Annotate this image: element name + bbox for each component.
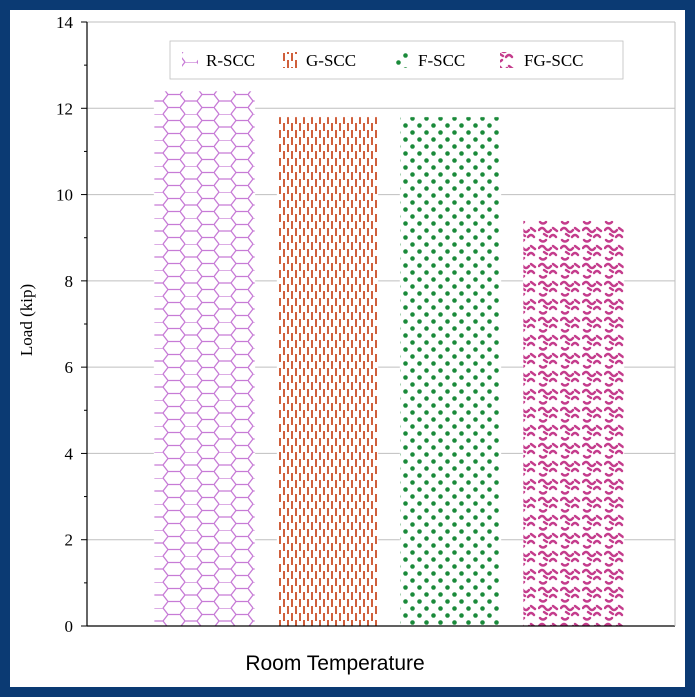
y-axis-label: Load (kip) bbox=[17, 284, 36, 356]
x-axis-label: Room Temperature bbox=[245, 652, 424, 675]
bar-f-scc bbox=[399, 116, 502, 627]
y-tick-label: 8 bbox=[65, 272, 74, 291]
y-tick-label: 2 bbox=[65, 531, 74, 550]
legend-label-g-scc: G-SCC bbox=[306, 51, 356, 70]
y-tick-label: 10 bbox=[56, 186, 73, 205]
chart-frame: 0 2 4 6 8 10 12 14 Load (kip) Room Temperature … bbox=[10, 10, 685, 687]
y-tick-label: 0 bbox=[65, 617, 74, 636]
y-tick-label: 4 bbox=[65, 444, 74, 463]
y-tick-label: 6 bbox=[65, 358, 74, 377]
legend-swatch-g-scc bbox=[282, 52, 298, 68]
y-tick-label: 12 bbox=[56, 99, 73, 118]
legend-label-r-scc: R-SCC bbox=[206, 51, 255, 70]
legend-swatch-f-scc bbox=[394, 52, 410, 68]
legend-swatch-r-scc bbox=[182, 52, 198, 68]
y-tick-labels: 0 2 4 6 8 10 12 14 bbox=[56, 13, 74, 636]
legend-label-f-scc: F-SCC bbox=[418, 51, 465, 70]
legend-swatch-fg-scc bbox=[500, 52, 516, 68]
legend: R-SCC G-SCC F-SCC FG-SCC bbox=[169, 40, 624, 80]
bar-r-scc bbox=[153, 90, 256, 627]
legend-label-fg-scc: FG-SCC bbox=[524, 51, 584, 70]
y-tick-label: 14 bbox=[56, 13, 74, 32]
bar-fg-scc bbox=[522, 220, 625, 627]
bars bbox=[153, 90, 625, 627]
axes bbox=[81, 21, 676, 627]
bar-g-scc bbox=[276, 116, 379, 627]
